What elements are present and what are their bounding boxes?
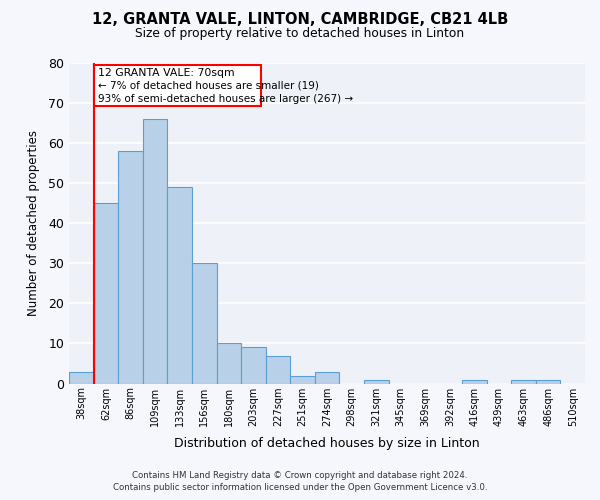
Bar: [94, 203, 118, 384]
Bar: [217, 344, 241, 384]
Bar: [167, 187, 192, 384]
Bar: [315, 372, 340, 384]
Bar: [241, 348, 266, 384]
Text: 12, GRANTA VALE, LINTON, CAMBRIDGE, CB21 4LB: 12, GRANTA VALE, LINTON, CAMBRIDGE, CB21…: [92, 12, 508, 28]
Bar: [143, 118, 167, 384]
Bar: [462, 380, 487, 384]
Bar: [69, 372, 94, 384]
Text: 93% of semi-detached houses are larger (267) →: 93% of semi-detached houses are larger (…: [98, 94, 353, 104]
Bar: [290, 376, 315, 384]
Y-axis label: Number of detached properties: Number of detached properties: [27, 130, 40, 316]
Bar: [364, 380, 389, 384]
Text: Contains HM Land Registry data © Crown copyright and database right 2024.
Contai: Contains HM Land Registry data © Crown c…: [113, 471, 487, 492]
Bar: [266, 356, 290, 384]
X-axis label: Distribution of detached houses by size in Linton: Distribution of detached houses by size …: [174, 437, 480, 450]
FancyBboxPatch shape: [94, 65, 261, 106]
Text: ← 7% of detached houses are smaller (19): ← 7% of detached houses are smaller (19): [98, 81, 319, 91]
Text: Size of property relative to detached houses in Linton: Size of property relative to detached ho…: [136, 28, 464, 40]
Bar: [118, 151, 143, 384]
Bar: [511, 380, 536, 384]
Text: 12 GRANTA VALE: 70sqm: 12 GRANTA VALE: 70sqm: [98, 68, 235, 78]
Bar: [536, 380, 560, 384]
Bar: [192, 263, 217, 384]
